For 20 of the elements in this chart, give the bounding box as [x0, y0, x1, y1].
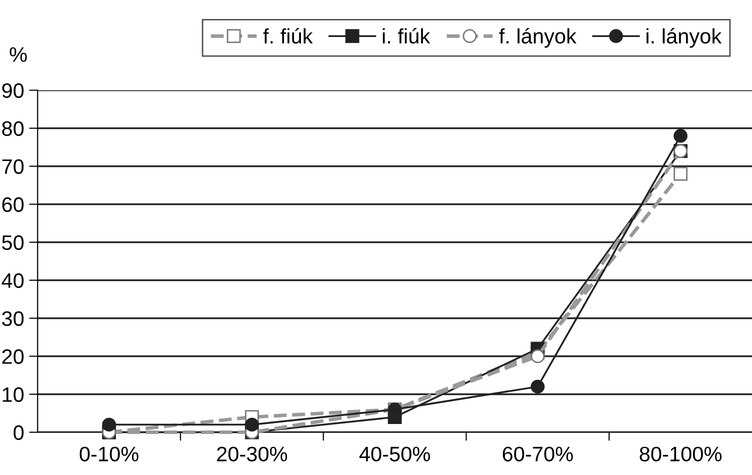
- x-tick-label: 80-100%: [640, 446, 722, 462]
- legend-label: f. fiúk: [263, 28, 313, 44]
- x-tick-label: 20-30%: [217, 446, 288, 462]
- y-tick-label: 90: [2, 83, 24, 98]
- legend-label: i. lányok: [646, 28, 722, 48]
- x-tick-label: 60-70%: [502, 446, 573, 462]
- y-tick-label: 10: [2, 387, 24, 402]
- y-tick-label: 30: [2, 311, 24, 326]
- y-tick-label: 70: [2, 159, 24, 174]
- y-axis-title: %: [10, 47, 27, 62]
- y-tick-label: 0: [14, 425, 24, 440]
- y-tick-label: 20: [2, 349, 24, 364]
- x-tick-label: 40-50%: [359, 446, 430, 462]
- y-tick-label: 60: [2, 197, 24, 212]
- x-tick-label: 0-10%: [80, 446, 138, 462]
- legend-label: f. lányok: [499, 28, 576, 48]
- y-tick-label: 80: [2, 121, 24, 136]
- y-tick-label: 50: [2, 235, 24, 250]
- y-tick-label: 40: [2, 273, 24, 288]
- legend-label: i. fiúk: [382, 28, 430, 44]
